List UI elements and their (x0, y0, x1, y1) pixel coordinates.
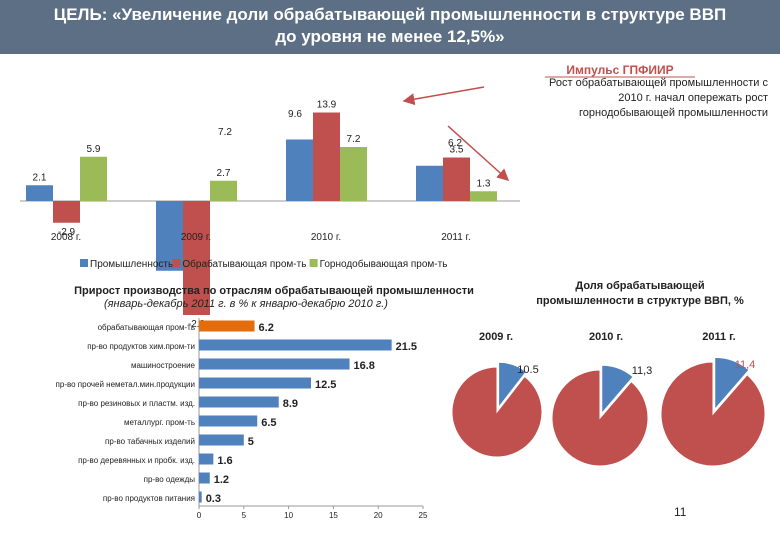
top-bar-label-2-1: -2.9 (58, 227, 76, 238)
hbar-category-6: металлург. пром-ть (124, 418, 195, 427)
top-category-label-3: 2010 г. (311, 232, 341, 243)
top-category-label-1: 2008 г. (51, 232, 81, 243)
top-category-label-4: 2011 г. (441, 232, 471, 243)
hbar-subtitle: (январь-декабрь 2011 г. в % к январю-дек… (104, 298, 388, 310)
top-bar-3-3 (340, 147, 367, 201)
hbar-bar-9 (199, 472, 210, 484)
pie-slice-3 (714, 356, 750, 411)
pie-value-3: 11,4 (735, 359, 756, 371)
hbar-category-8: пр-во деревянных и пробк. изд. (78, 456, 195, 465)
hbar-category-9: пр-во одежды (144, 475, 196, 484)
hbar-chart: 0 5 10 15 20 25 обрабатывающая пром-ть 6.2 пр-во… (56, 318, 428, 520)
annotation-arrow-2 (447, 125, 510, 182)
annotation-line-3: горнодобывающей промышленности (579, 107, 768, 119)
top-bar-label-2-3: 13.9 (317, 100, 337, 111)
hbar-value-9: 1.2 (214, 474, 229, 486)
hbar-category-5: пр-во резиновых и пластм. изд. (78, 399, 195, 408)
hbar-category-3: машиностроение (131, 361, 196, 370)
hbar-category-1: обрабатывающая пром-ть (98, 323, 195, 332)
hbar-xtick-label-3: 15 (329, 511, 338, 520)
pie-rest-3 (660, 361, 766, 467)
hbar-category-7: пр-во табачных изделий (105, 437, 195, 446)
hbar-xtick-label-0: 0 (197, 511, 202, 520)
pie-value-1: 10.5 (517, 364, 538, 376)
slide-canvas: Импульс ГПФИИР Рост обрабатывающей промы… (20, 63, 768, 520)
hbar-xtick-label-1: 5 (242, 511, 247, 520)
top-bar-2-2 (183, 201, 210, 315)
hbar-value-8: 1.6 (217, 455, 232, 467)
annotation-line-1: Рост обрабатывающей промышленности с (549, 77, 768, 89)
hbar-bar-6 (199, 415, 258, 427)
annotation-line-2: 2010 г. начал опережать рост (618, 92, 768, 104)
legend-label-3: Горнодобывающая пром-ть (320, 258, 448, 270)
hbar-category-10: пр-во продуктов питания (103, 494, 195, 503)
pie-charts: 2009 г. 10.5 2010 г. 11,3 2011 г. 11,4 (451, 331, 766, 467)
pie-slice-2 (601, 364, 634, 415)
top-extra-label-1: 7.2 (218, 127, 232, 138)
top-bar-3-4 (470, 191, 497, 201)
top-extra-label-2: 9.6 (288, 109, 302, 120)
hbar-xtick-label-2: 10 (284, 511, 293, 520)
hbar-value-7: 5 (248, 436, 254, 448)
pie-slice-1 (498, 361, 527, 409)
top-bar-label-3-4: 1.3 (477, 178, 491, 189)
hbar-value-1: 6.2 (259, 322, 274, 334)
top-bar-label-1-1: 2.1 (33, 172, 47, 183)
hbar-value-6: 6.5 (261, 417, 276, 429)
hbar-value-5: 8.9 (283, 398, 298, 410)
hbar-value-2: 21.5 (396, 341, 417, 353)
top-bar-1-4 (416, 165, 443, 201)
legend-swatch-1 (80, 259, 88, 267)
hbar-bar-5 (199, 396, 279, 408)
hbar-bar-1 (199, 320, 255, 332)
top-bar-2-1 (53, 201, 80, 223)
hbar-value-3: 16.8 (354, 360, 375, 372)
hbar-bar-4 (199, 377, 311, 389)
top-bar-3-2 (210, 180, 237, 201)
pie-year-3: 2011 г. (702, 331, 735, 343)
top-extra-label-3: 6.2 (448, 138, 462, 149)
top-bar-label-3-3: 7.2 (347, 134, 361, 145)
header-title-line2: до уровня не менее 12,5%» (275, 27, 505, 46)
legend-swatch-3 (309, 259, 318, 267)
hbar-bar-7 (199, 434, 244, 446)
pie-rest-1 (451, 366, 543, 458)
top-bar-label-3-1: 5.9 (87, 144, 101, 155)
hbar-category-4: пр-во прочей неметал.мин.продукции (56, 380, 195, 389)
hbar-bar-8 (199, 453, 214, 465)
top-bar-2-3 (313, 112, 340, 201)
top-category-label-2: 2009 г. (181, 232, 211, 243)
top-bar-label-3-2: 2.7 (217, 168, 231, 179)
top-bar-label-2-2: -2.9 (188, 319, 206, 330)
hbar-category-2: пр-во продуктов хим.пром-ти (87, 342, 195, 351)
hbar-bar-3 (199, 358, 350, 370)
header-title-line1: ЦЕЛЬ: «Увеличение доли обрабатывающей пр… (53, 5, 727, 24)
source-label: Импульс ГПФИИР (566, 63, 673, 77)
page-number: 11 (674, 505, 687, 519)
pie-year-1: 2009 г. (479, 331, 513, 343)
top-bar-1-3 (286, 139, 313, 201)
hbar-bar-2 (199, 339, 392, 351)
hbar-value-10: 0.3 (206, 493, 221, 505)
top-bar-label-2-4: 3.5 (450, 145, 464, 156)
top-bar-3-1 (80, 156, 107, 201)
hbar-value-4: 12.5 (315, 379, 336, 391)
top-bar-1-1 (26, 185, 53, 201)
legend-swatch-2 (172, 259, 181, 267)
pie-value-2: 11,3 (632, 365, 653, 377)
pie-title-line2: промышленности в структуре ВВП, % (536, 295, 744, 307)
pie-rest-2 (551, 369, 649, 467)
slide-header: ЦЕЛЬ: «Увеличение доли обрабатывающей пр… (0, 0, 780, 54)
legend-label-1: Промышленность (90, 259, 173, 270)
pie-title-line1: Доля обрабатывающей (575, 280, 704, 292)
hbar-xtick-label-5: 25 (419, 511, 428, 520)
hbar-bar-10 (199, 491, 202, 503)
annotation-arrow-1 (402, 86, 485, 106)
hbar-xtick-label-4: 20 (374, 511, 383, 520)
top-bar-2-4 (443, 157, 470, 201)
pie-year-2: 2010 г. (589, 331, 623, 343)
legend-label-2: Обрабатывающая пром-ть (182, 258, 306, 270)
hbar-title: Прирост производства по отраслям обрабат… (74, 285, 474, 297)
